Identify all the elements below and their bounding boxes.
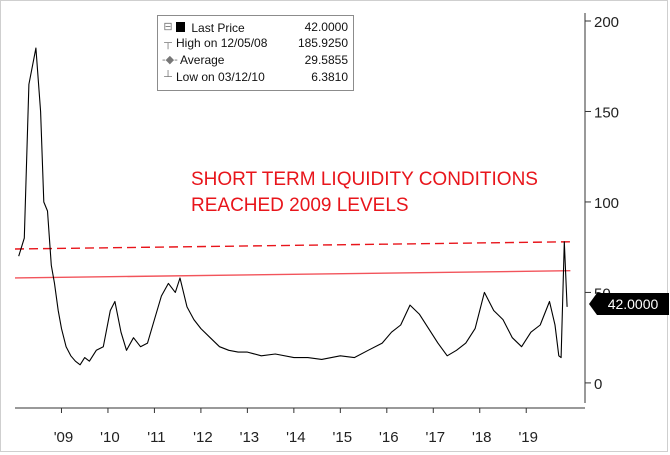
annotation-line-1: SHORT TERM LIQUIDITY CONDITIONS [191, 169, 538, 190]
x-tick-label: '16 [379, 429, 399, 446]
last-value-badge-text: 42.0000 [608, 296, 659, 312]
x-tick-label: '15 [333, 429, 353, 446]
x-tick-label: '12 [193, 429, 213, 446]
y-tick-label: 150 [594, 104, 619, 121]
legend-row-last: ⊟ Last Price 42.0000 [162, 20, 348, 35]
x-tick-label: '17 [425, 429, 445, 446]
y-tick-label: 200 [594, 14, 619, 31]
y-tick-label: 100 [594, 195, 619, 212]
reference-line-solid [14, 270, 571, 279]
legend-last-label: Last Price [176, 20, 245, 36]
reference-line-dashed [14, 241, 571, 250]
series-line-last-price [18, 47, 568, 366]
legend-high-value: 185.9250 [297, 36, 348, 50]
x-tick-label: '10 [100, 429, 120, 446]
x-tick-label: '19 [518, 429, 538, 446]
legend-collapse-icon[interactable]: ⊟ [163, 21, 173, 33]
x-tick-label: '14 [286, 429, 306, 446]
x-tick-label: '13 [240, 429, 260, 446]
x-tick-label: '18 [472, 429, 492, 446]
legend-average-value: 29.5855 [304, 53, 348, 67]
legend-low-label: Low on 03/12/10 [176, 70, 265, 84]
legend-box: ⊟ Last Price 42.0000 ┬ High on 12/05/08 … [157, 15, 354, 91]
legend-high-label: High on 12/05/08 [176, 36, 268, 50]
legend-row-average: -◆- Average 29.5855 [162, 53, 348, 68]
last-value-badge-shape [589, 293, 669, 315]
legend-average-marker-icon: -◆- [162, 54, 178, 66]
legend-low-marker-icon: ┴ [164, 71, 172, 83]
legend-high-marker-icon: ┬ [164, 37, 172, 49]
y-tick-label: 0 [594, 376, 602, 393]
legend-last-value: 42.0000 [304, 20, 348, 34]
legend-row-low: ┴ Low on 03/12/10 6.3810 [162, 70, 348, 85]
legend-row-high: ┬ High on 12/05/08 185.9250 [162, 36, 348, 51]
x-tick-label: '11 [147, 429, 165, 446]
legend-average-label: Average [180, 53, 225, 67]
legend-low-value: 6.3810 [311, 70, 348, 84]
legend-last-swatch-icon [176, 22, 185, 32]
last-value-badge: 42.0000 [589, 293, 669, 315]
annotation-line-2: REACHED 2009 LEVELS [191, 195, 409, 216]
x-tick-label: '09 [54, 429, 74, 446]
